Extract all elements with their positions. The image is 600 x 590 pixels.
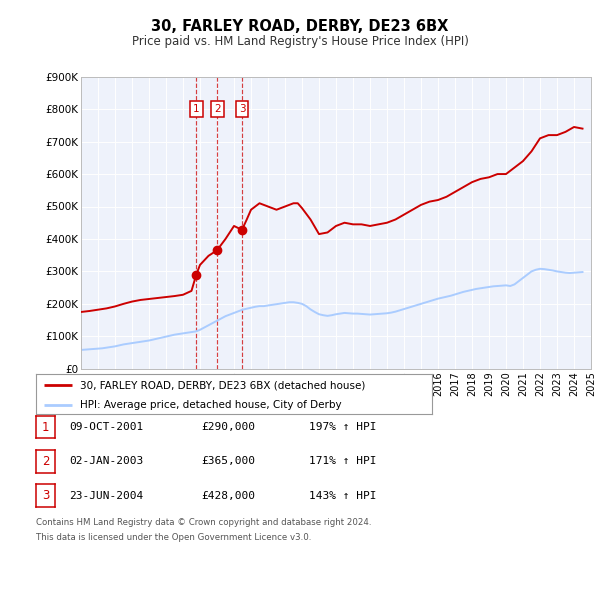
Text: 23-JUN-2004: 23-JUN-2004: [69, 491, 143, 500]
Text: £290,000: £290,000: [201, 422, 255, 432]
Text: 3: 3: [239, 104, 245, 114]
Text: Contains HM Land Registry data © Crown copyright and database right 2024.: Contains HM Land Registry data © Crown c…: [36, 518, 371, 527]
Text: 2: 2: [42, 455, 49, 468]
Text: 143% ↑ HPI: 143% ↑ HPI: [309, 491, 377, 500]
Text: 02-JAN-2003: 02-JAN-2003: [69, 457, 143, 466]
Text: 1: 1: [193, 104, 200, 114]
Text: 3: 3: [42, 489, 49, 502]
Text: 30, FARLEY ROAD, DERBY, DE23 6BX (detached house): 30, FARLEY ROAD, DERBY, DE23 6BX (detach…: [80, 381, 365, 391]
Text: 30, FARLEY ROAD, DERBY, DE23 6BX: 30, FARLEY ROAD, DERBY, DE23 6BX: [151, 19, 449, 34]
Text: Price paid vs. HM Land Registry's House Price Index (HPI): Price paid vs. HM Land Registry's House …: [131, 35, 469, 48]
Text: 1: 1: [42, 421, 49, 434]
Text: 2: 2: [214, 104, 220, 114]
Text: HPI: Average price, detached house, City of Derby: HPI: Average price, detached house, City…: [80, 399, 341, 409]
Text: 09-OCT-2001: 09-OCT-2001: [69, 422, 143, 432]
Text: £428,000: £428,000: [201, 491, 255, 500]
Text: 171% ↑ HPI: 171% ↑ HPI: [309, 457, 377, 466]
Text: 197% ↑ HPI: 197% ↑ HPI: [309, 422, 377, 432]
Text: £365,000: £365,000: [201, 457, 255, 466]
Text: This data is licensed under the Open Government Licence v3.0.: This data is licensed under the Open Gov…: [36, 533, 311, 542]
